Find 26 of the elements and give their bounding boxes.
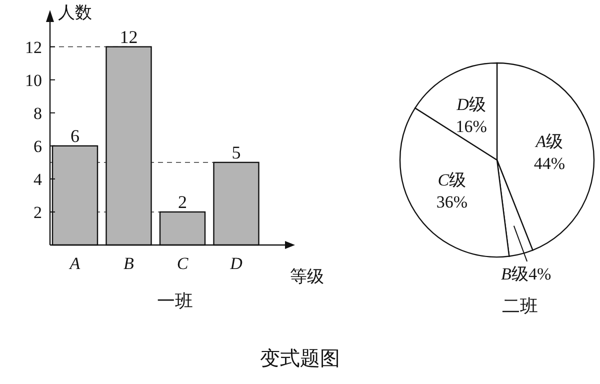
x-tick-label: C [176,254,189,273]
y-tick-label: 4 [34,170,42,189]
text: 一班 [157,291,193,311]
y-tick-label: 10 [25,70,42,90]
y-tick-label: 12 [25,38,42,57]
data-label: 6 [70,126,80,146]
y-tick-label: 8 [34,104,42,123]
x-tick-label: A [68,254,81,273]
text: 二班 [502,296,538,316]
y-axis-title: 人数 [58,3,92,22]
data-label: 36% [436,192,468,212]
slice-label: A级 [534,132,564,152]
x-axis-title: 等级 [290,267,324,286]
data-label: 16% [456,117,487,136]
slice-label: D级 [456,95,486,114]
y-tick-label: 2 [34,202,42,222]
x-tick-label: D [229,254,244,273]
slice-label: B级4% [501,264,552,284]
text: 变式题图 [260,348,340,370]
data-label: 5 [232,142,241,162]
y-tick-label: 6 [34,136,42,156]
x-tick-label: B [124,254,135,273]
data-label: 44% [534,154,565,174]
slice-label: C级 [438,170,466,190]
data-label: 12 [120,26,138,47]
data-label: 2 [178,192,187,212]
